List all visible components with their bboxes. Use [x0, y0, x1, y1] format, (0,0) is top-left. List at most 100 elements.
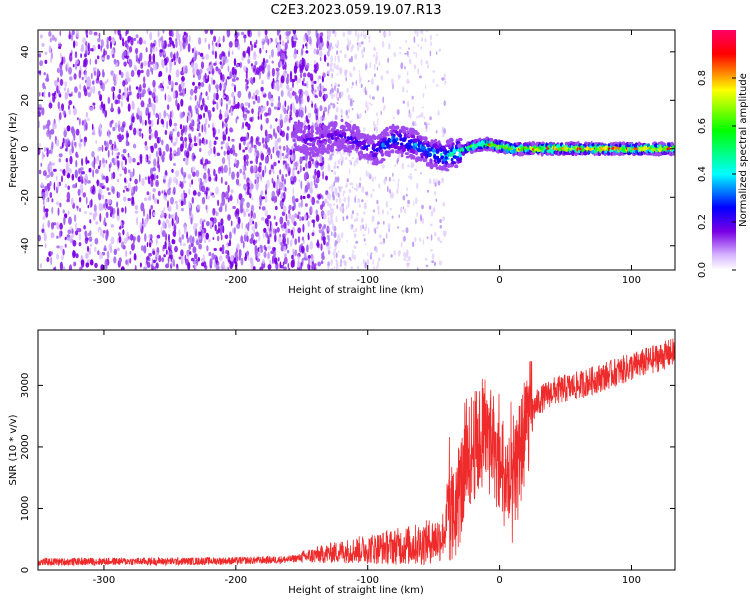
x-tick-label: -300 — [93, 575, 116, 586]
heatmap-cell — [113, 58, 117, 65]
y-tick-label: 0 — [20, 567, 31, 573]
heatmap-cell — [88, 30, 93, 35]
heatmap-cell — [40, 183, 44, 187]
heatmap-cell — [173, 187, 176, 192]
heatmap-cell — [112, 91, 115, 101]
heatmap-cell — [372, 259, 375, 265]
heatmap-cell — [327, 201, 330, 204]
heatmap-cell — [129, 84, 131, 92]
heatmap-cell — [231, 83, 235, 87]
heatmap-cell — [161, 230, 166, 238]
heatmap-cell — [74, 86, 78, 93]
heatmap-cell — [125, 139, 129, 147]
heatmap-cell — [124, 177, 127, 183]
heatmap-cell — [77, 91, 82, 99]
heatmap-cell — [288, 30, 291, 35]
heatmap-cell — [245, 208, 249, 213]
heatmap-cell — [257, 141, 261, 147]
heatmap-cell — [82, 37, 87, 44]
heatmap-cell — [59, 261, 63, 270]
heatmap-cell — [348, 257, 352, 260]
heatmap-cell — [78, 196, 82, 203]
heatmap-cell — [442, 146, 446, 150]
x-tick-label: -100 — [356, 275, 379, 286]
heatmap-cell — [75, 128, 80, 136]
heatmap-cell — [175, 69, 180, 78]
bottom-x-axis-label: Height of straight line (km) — [288, 585, 424, 596]
heatmap-cell — [245, 82, 248, 92]
heatmap-cell — [218, 206, 223, 213]
heatmap-cell — [230, 255, 234, 262]
heatmap-cell — [233, 257, 237, 264]
heatmap-cell — [346, 240, 348, 243]
heatmap-cell — [354, 163, 357, 166]
heatmap-cell — [217, 235, 220, 242]
heatmap-cell — [197, 71, 202, 81]
top-plot-frame — [37, 29, 676, 271]
heatmap-cell — [374, 124, 377, 129]
heatmap-cell — [172, 150, 176, 154]
heatmap-cell — [438, 48, 442, 52]
heatmap-cell — [220, 63, 224, 70]
heatmap-cell — [424, 84, 427, 89]
heatmap-cell — [339, 50, 343, 54]
x-tick-label: 100 — [622, 275, 641, 286]
heatmap-cell — [52, 94, 56, 103]
heatmap-cell — [67, 87, 70, 96]
heatmap-cell — [258, 233, 261, 242]
heatmap-cell — [284, 100, 287, 108]
heatmap-cell — [425, 60, 429, 65]
heatmap-cell — [222, 267, 227, 270]
heatmap-cell — [96, 68, 100, 77]
heatmap-cell — [292, 248, 295, 254]
heatmap-cell — [300, 195, 303, 200]
heatmap-cell — [355, 228, 358, 232]
heatmap-cell — [400, 206, 403, 214]
heatmap-cell — [124, 206, 127, 214]
heatmap-cell — [113, 80, 117, 86]
heatmap-cell — [435, 84, 439, 87]
heatmap-cell — [180, 256, 184, 265]
heatmap-cell — [246, 142, 250, 149]
heatmap-cell — [273, 128, 276, 137]
heatmap-cell — [315, 214, 320, 222]
heatmap-cell — [180, 136, 184, 142]
heatmap-cell — [423, 140, 428, 143]
heatmap-cell — [68, 66, 72, 75]
heatmap-cell — [154, 64, 158, 71]
heatmap-cell — [190, 62, 195, 69]
heatmap-cell — [327, 194, 330, 200]
heatmap-cell — [329, 140, 332, 144]
heatmap-cell — [402, 86, 405, 93]
heatmap-cell — [280, 118, 284, 127]
heatmap-cell — [92, 85, 96, 94]
heatmap-cell — [301, 57, 304, 63]
heatmap-cell — [439, 240, 443, 243]
heatmap-cell — [187, 237, 189, 244]
heatmap-cell — [68, 93, 72, 97]
heatmap-cell — [310, 125, 314, 131]
heatmap-cell — [202, 97, 205, 106]
heatmap-cell — [131, 102, 135, 111]
heatmap-cell — [205, 205, 208, 210]
heatmap-cell — [339, 129, 343, 135]
heatmap-cell — [376, 112, 378, 117]
heatmap-cell — [85, 111, 88, 118]
heatmap-cell — [385, 201, 389, 208]
heatmap-cell — [196, 100, 199, 107]
x-tick-label: -100 — [356, 575, 379, 586]
heatmap-cell — [137, 40, 139, 45]
heatmap-cell — [92, 102, 96, 106]
top-y-axis-label: Frequency (Hz) — [8, 112, 19, 188]
heatmap-cell — [146, 242, 149, 248]
heatmap-cell — [260, 86, 264, 92]
heatmap-cell — [260, 124, 263, 131]
heatmap-cell — [274, 229, 277, 234]
heatmap-cell — [279, 149, 282, 155]
heatmap-cell — [122, 166, 125, 170]
heatmap-cell — [285, 36, 290, 40]
heatmap-cell — [271, 67, 275, 77]
heatmap-cell — [296, 214, 300, 219]
heatmap-cell — [213, 146, 216, 155]
heatmap-cell — [225, 78, 228, 86]
